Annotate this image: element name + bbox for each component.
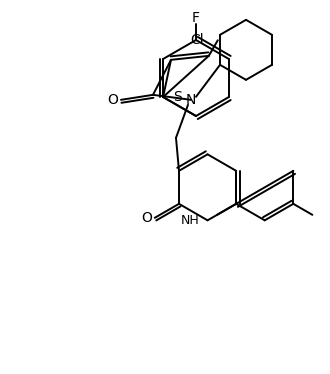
Text: NH: NH <box>181 214 200 227</box>
Text: O: O <box>108 93 118 107</box>
Text: N: N <box>186 93 196 107</box>
Text: Cl: Cl <box>190 33 204 47</box>
Text: F: F <box>192 11 200 25</box>
Text: O: O <box>141 211 152 225</box>
Text: S: S <box>173 90 182 104</box>
